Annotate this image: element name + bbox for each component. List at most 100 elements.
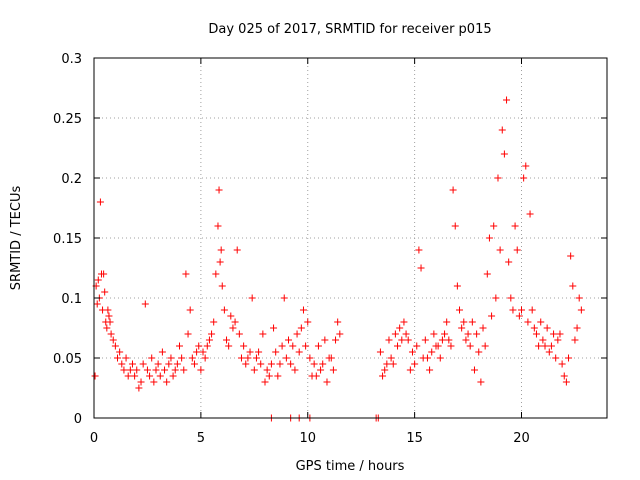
data-point [126,366,134,374]
data-point [101,288,109,296]
data-point [133,366,141,374]
data-point [573,324,581,332]
data-point [492,294,500,302]
data-point [244,354,252,362]
data-point [257,360,265,368]
data-point [421,336,429,344]
data-point [417,264,425,272]
data-point [550,330,558,338]
data-point [430,330,438,338]
data-point [456,306,464,314]
data-point [255,348,263,356]
data-point [282,354,290,362]
data-point [547,342,555,350]
data-point [404,336,412,344]
data-point [554,336,562,344]
data-point [111,342,119,350]
data-point [167,354,175,362]
data-point [261,378,269,386]
data-point [137,378,145,386]
data-point [402,330,410,338]
data-point [562,378,570,386]
data-point [470,366,478,374]
data-point [312,372,320,380]
data-point [379,372,387,380]
data-point [229,324,237,332]
data-point [131,372,139,380]
x-tick-label: 20 [513,431,530,446]
data-point [571,336,579,344]
data-point [150,378,158,386]
data-point [483,270,491,278]
data-point [188,354,196,362]
data-point [178,354,186,362]
data-point [124,372,132,380]
data-point [532,330,540,338]
data-point [485,234,493,242]
data-point [263,366,271,374]
data-point [475,348,483,356]
data-point [306,354,314,362]
data-point [118,360,126,368]
data-point [156,372,164,380]
data-point [411,360,419,368]
data-point [513,246,521,254]
data-point [526,210,534,218]
data-point [250,366,258,374]
data-point [203,342,211,350]
data-point [458,324,466,332]
data-point [445,336,453,344]
data-point [270,324,278,332]
data-point [543,324,551,332]
data-point [494,174,502,182]
data-point [319,360,327,368]
data-point [259,330,267,338]
data-point [518,306,525,314]
data-point [434,342,442,350]
data-point [396,324,404,332]
data-point [96,198,104,206]
data-point [406,366,414,374]
data-point [387,354,395,362]
data-point [436,354,444,362]
data-point [460,318,468,326]
data-point [104,306,112,314]
data-point [462,336,470,344]
data-point [180,366,188,374]
data-point [565,354,573,362]
data-point [171,366,179,374]
data-point [212,270,220,278]
data-point [515,312,523,320]
data-point [413,342,421,350]
data-point [208,330,216,338]
data-point [400,318,408,326]
data-point [451,222,459,230]
data-point [383,360,391,368]
data-point [398,336,406,344]
data-point [541,342,549,350]
data-point [334,318,342,326]
data-point [473,330,481,338]
data-point [310,360,318,368]
data-point [299,306,307,314]
y-tick-label: 0.1 [61,292,82,307]
data-point [447,342,455,350]
data-point [161,366,169,374]
data-point [530,324,538,332]
data-point [105,312,113,320]
data-point [528,306,536,314]
data-point [522,162,530,170]
data-point [302,342,310,350]
data-point [391,330,399,338]
data-point [577,306,585,314]
data-point [116,348,124,356]
data-point [148,354,156,362]
data-point [141,300,149,308]
data-point [227,312,235,320]
data-point [94,276,102,284]
data-point [449,186,457,194]
data-point [443,318,451,326]
data-point [304,318,312,326]
data-point [293,330,301,338]
data-point [481,342,489,350]
